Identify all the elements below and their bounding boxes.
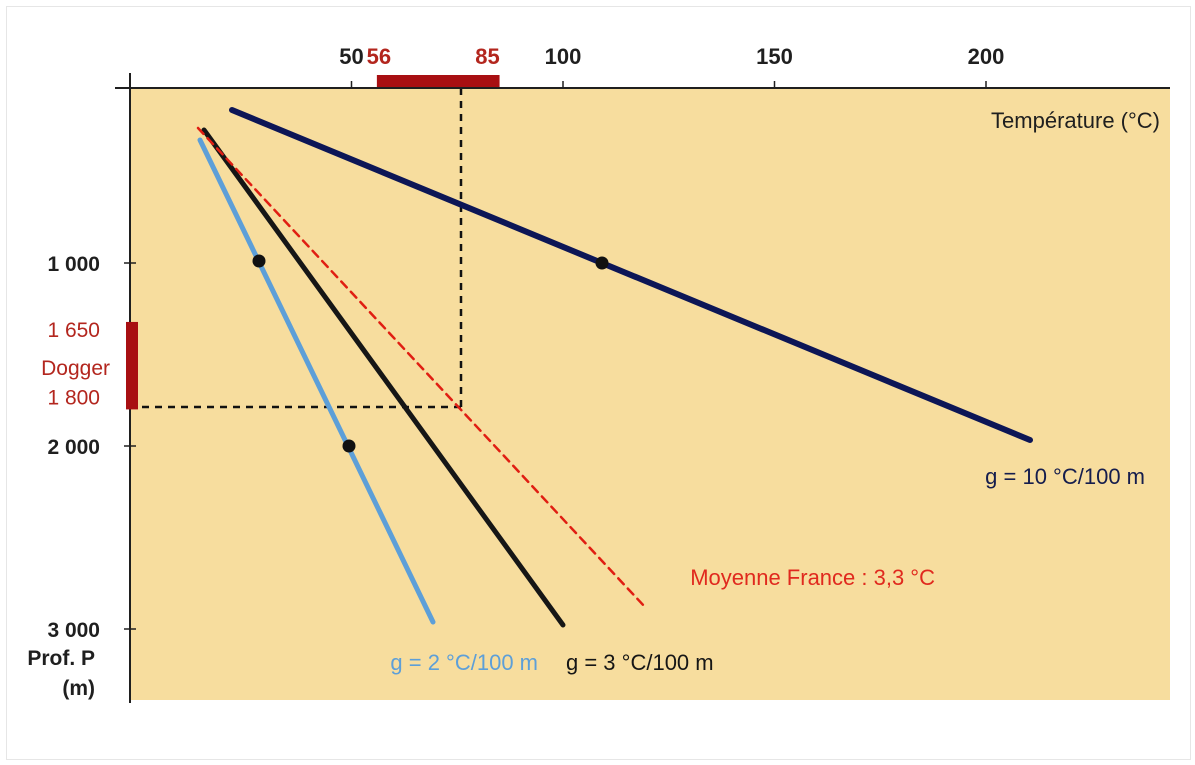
y-axis-title-line1: Prof. P	[27, 647, 95, 670]
x-tick-label: 50	[339, 44, 363, 69]
series-label-1: g = 10 °C/100 m	[985, 464, 1145, 489]
x-tick-label: 100	[545, 44, 582, 69]
y-tick-label: 1 000	[47, 253, 100, 276]
temperature-range-bar	[376, 75, 500, 87]
dogger-top-label: 1 650	[47, 319, 100, 342]
x-tick-label: 150	[756, 44, 793, 69]
series-point-2-2	[342, 439, 356, 453]
x-tick-label: 200	[968, 44, 1005, 69]
series-label-3: g = 3 °C/100 m	[566, 650, 714, 675]
y-axis-title-line2: (m)	[62, 677, 95, 700]
y-tick-label: 3 000	[47, 619, 100, 642]
series-point-1-1	[595, 256, 609, 270]
dogger-bottom-label: 1 800	[47, 386, 100, 409]
series-label-2: g = 2 °C/100 m	[390, 650, 538, 675]
dogger-range-bar	[126, 321, 138, 410]
series-line-4	[196, 126, 647, 609]
y-tick-label: 2 000	[47, 436, 100, 459]
range-label-56: 56	[367, 44, 391, 69]
series-line-1	[229, 107, 1033, 443]
series-line-2	[197, 137, 436, 625]
plot-area	[130, 88, 1170, 700]
range-label-85: 85	[475, 44, 499, 69]
series-line-3	[201, 127, 566, 628]
series-point-2-1	[252, 254, 266, 268]
x-axis-title: Température (°C)	[991, 108, 1160, 133]
series-label-4: Moyenne France : 3,3 °C	[690, 565, 935, 590]
dogger-label: Dogger	[41, 357, 110, 380]
